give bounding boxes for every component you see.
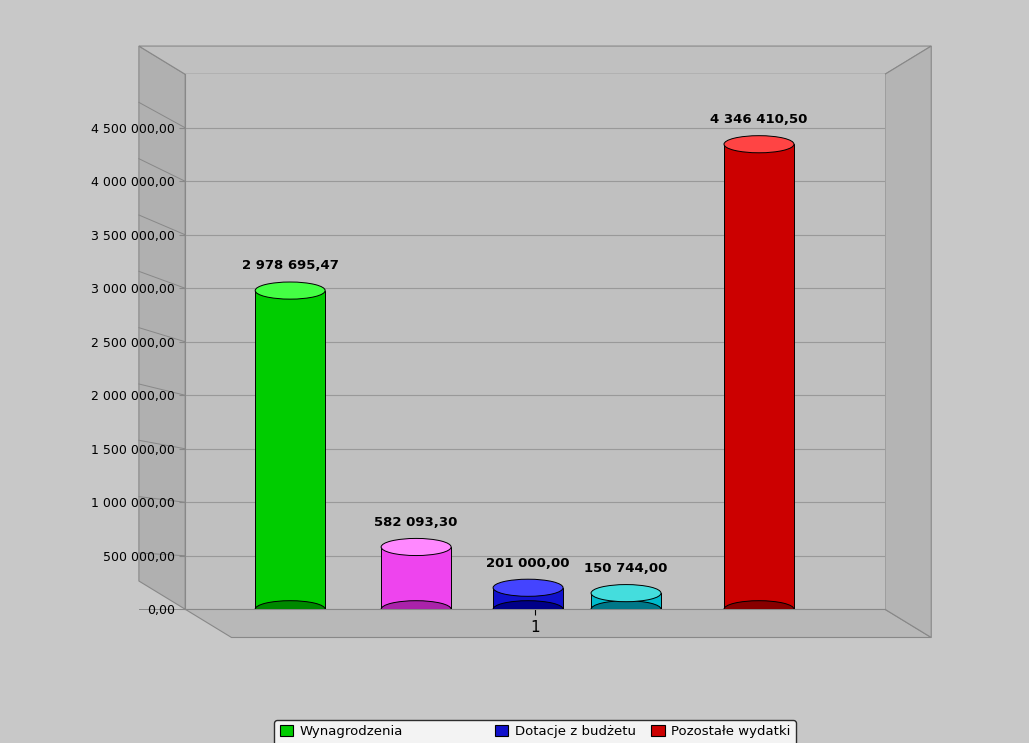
Bar	[724, 144, 794, 609]
Ellipse shape	[724, 600, 794, 618]
Polygon shape	[185, 609, 931, 637]
Ellipse shape	[381, 539, 451, 556]
Ellipse shape	[255, 600, 325, 618]
Ellipse shape	[493, 580, 563, 597]
Bar	[255, 291, 325, 609]
Text: 2 978 695,47: 2 978 695,47	[242, 259, 339, 273]
Text: 582 093,30: 582 093,30	[375, 516, 458, 529]
Polygon shape	[139, 46, 185, 609]
Ellipse shape	[381, 600, 451, 618]
Bar	[493, 588, 563, 609]
Ellipse shape	[591, 585, 661, 602]
Text: 150 744,00: 150 744,00	[584, 562, 668, 575]
Ellipse shape	[724, 136, 794, 153]
Polygon shape	[885, 46, 931, 637]
Polygon shape	[139, 46, 931, 74]
Legend: Wynagrodzenia, Pochodne od wynagrodzeń, Dotacje z budżetu, Obsługa długu, Pozost: Wynagrodzenia, Pochodne od wynagrodzeń, …	[275, 720, 795, 743]
Bar	[381, 547, 451, 609]
Ellipse shape	[255, 282, 325, 299]
Text: 4 346 410,50: 4 346 410,50	[710, 113, 808, 126]
Text: 201 000,00: 201 000,00	[487, 557, 570, 570]
Ellipse shape	[591, 600, 661, 618]
Ellipse shape	[493, 600, 563, 618]
Bar	[591, 593, 661, 609]
